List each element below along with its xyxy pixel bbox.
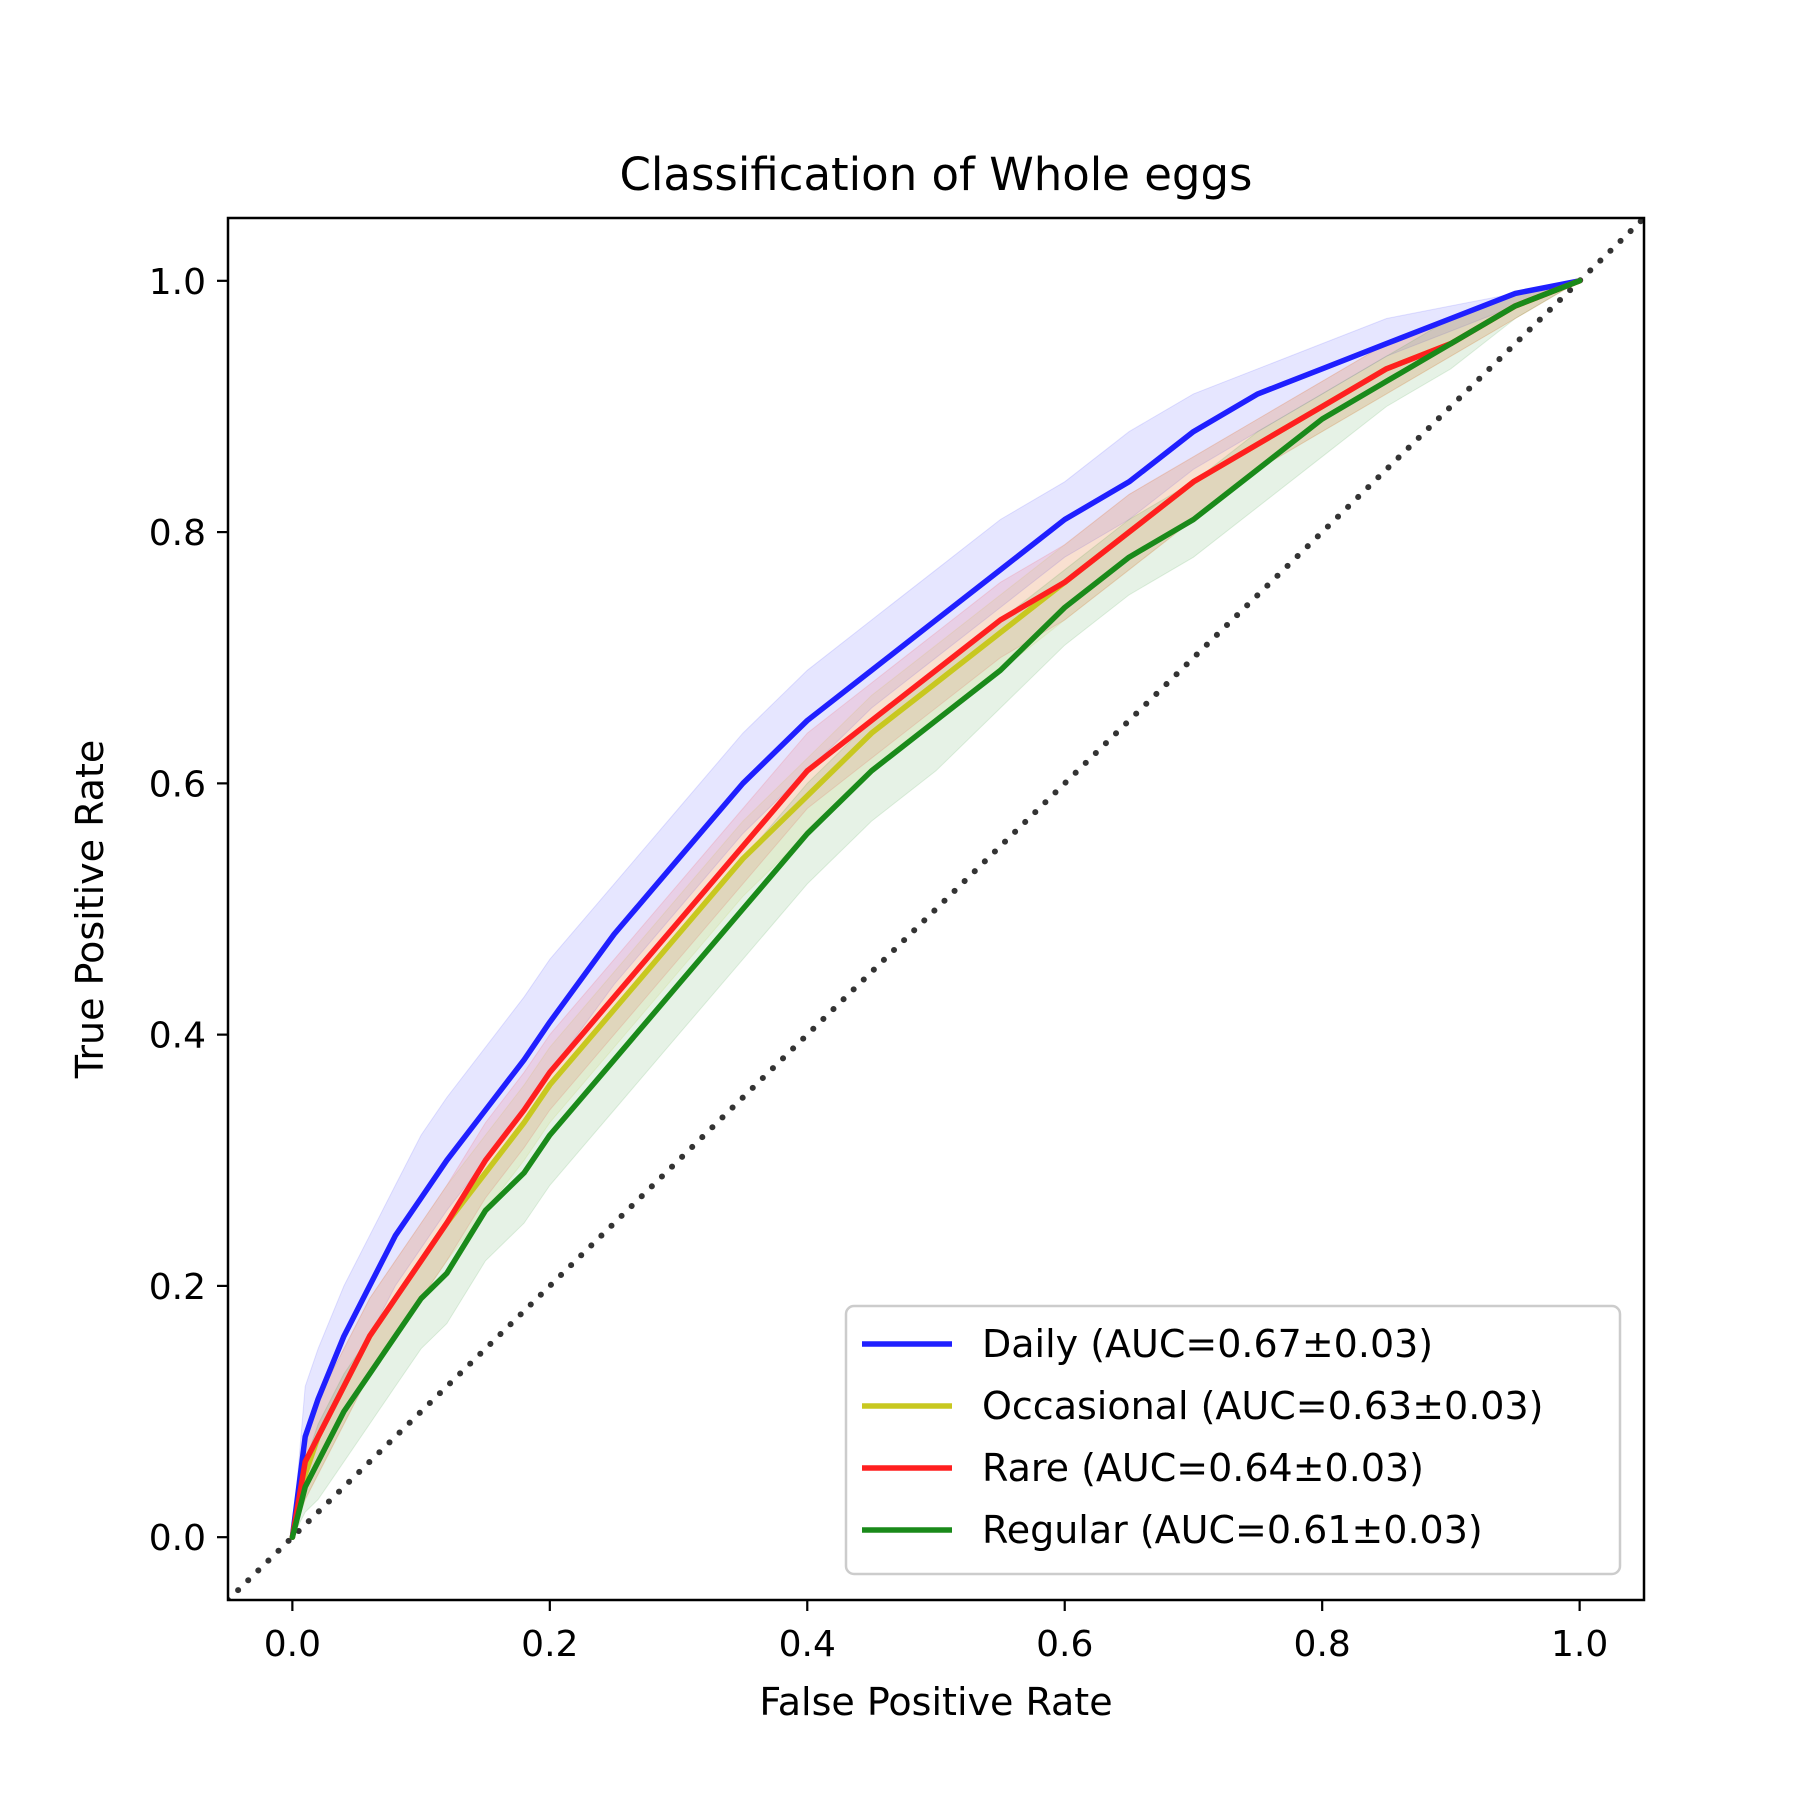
plot-frame bbox=[226, 216, 1646, 1602]
line-regular bbox=[289, 278, 1583, 1540]
chance-line-group bbox=[228, 218, 1644, 1600]
x-tick-label: 0.4 bbox=[779, 1624, 836, 1665]
x-tick-label: 0.0 bbox=[264, 1624, 321, 1665]
y-tick-label: 0.8 bbox=[149, 513, 206, 554]
line-daily bbox=[289, 278, 1583, 1540]
legend-label-occasional: Occasional (AUC=0.63±0.03) bbox=[982, 1384, 1543, 1428]
legend-label-rare: Rare (AUC=0.64±0.03) bbox=[982, 1446, 1424, 1490]
x-tick-label: 1.0 bbox=[1551, 1624, 1608, 1665]
x-tick-label: 0.6 bbox=[1036, 1624, 1093, 1665]
legend: Daily (AUC=0.67±0.03) Occasional (AUC=0.6… bbox=[844, 1304, 1622, 1576]
chance-line bbox=[228, 218, 1644, 1600]
line-rare bbox=[289, 278, 1583, 1540]
y-tick-label: 1.0 bbox=[149, 262, 206, 303]
x-tick-label: 0.2 bbox=[521, 1624, 578, 1665]
y-tick-label: 0.2 bbox=[149, 1267, 206, 1308]
legend-label-regular: Regular (AUC=0.61±0.03) bbox=[982, 1508, 1483, 1552]
chart-title: Classification of Whole eggs bbox=[619, 148, 1252, 201]
y-tick-label: 0.0 bbox=[149, 1518, 206, 1559]
y-tick-label: 0.4 bbox=[149, 1016, 206, 1057]
legend-box bbox=[844, 1304, 1622, 1576]
legend-label-daily: Daily (AUC=0.67±0.03) bbox=[982, 1322, 1433, 1366]
roc-curves bbox=[289, 278, 1583, 1540]
x-axis-ticks: 0.0 0.2 0.4 0.6 0.8 1.0 bbox=[264, 1600, 1608, 1665]
y-axis-label: True Positive Rate bbox=[68, 740, 112, 1080]
y-tick-label: 0.6 bbox=[149, 764, 206, 805]
y-axis-ticks: 0.0 0.2 0.4 0.6 0.8 1.0 bbox=[149, 262, 228, 1559]
x-tick-label: 0.8 bbox=[1294, 1624, 1351, 1665]
x-axis-label: False Positive Rate bbox=[759, 1680, 1112, 1724]
